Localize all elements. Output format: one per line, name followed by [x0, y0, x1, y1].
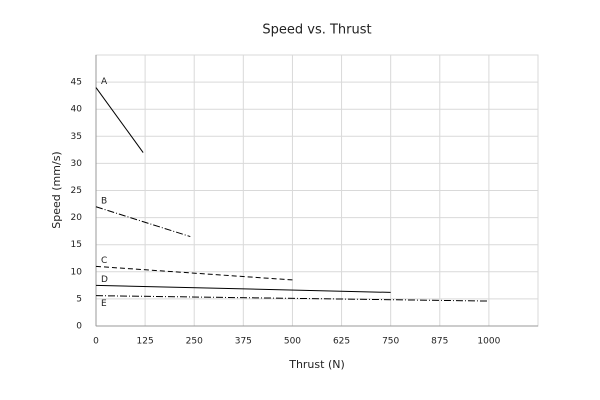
x-tick-label: 250: [186, 337, 203, 347]
x-tick-label: 1000: [477, 337, 500, 347]
series-line: [95, 87, 144, 153]
series-label: D: [101, 275, 108, 285]
y-tick-label: 10: [71, 267, 83, 277]
x-axis-label: Thrust (N): [288, 358, 345, 371]
series-line: [95, 284, 391, 293]
x-tick-label: 875: [431, 337, 448, 347]
series-label: A: [101, 77, 108, 87]
y-tick-label: 20: [71, 213, 83, 223]
series-label: E: [101, 299, 107, 309]
y-tick-label: 0: [76, 322, 82, 332]
y-tick-label: 15: [71, 240, 82, 250]
y-tick-label: 35: [71, 132, 82, 142]
series-label: C: [101, 256, 107, 266]
y-tick-label: 45: [71, 78, 82, 88]
y-tick-label: 30: [71, 159, 83, 169]
series-line: [95, 265, 293, 281]
y-tick-label: 5: [76, 294, 82, 304]
x-tick-label: 750: [382, 337, 399, 347]
x-tick-label: 375: [235, 337, 252, 347]
y-axis-label: Speed (mm/s): [50, 151, 63, 228]
chart-title: Speed vs. Thrust: [262, 23, 371, 38]
series-label: B: [101, 196, 107, 206]
x-tick-label: 0: [93, 337, 99, 347]
y-tick-label: 25: [71, 186, 82, 196]
x-tick-label: 625: [333, 337, 350, 347]
series-line: [95, 295, 489, 302]
series-line: [95, 206, 191, 238]
x-tick-label: 125: [137, 337, 154, 347]
y-tick-label: 40: [71, 105, 83, 115]
x-tick-label: 500: [284, 337, 301, 347]
